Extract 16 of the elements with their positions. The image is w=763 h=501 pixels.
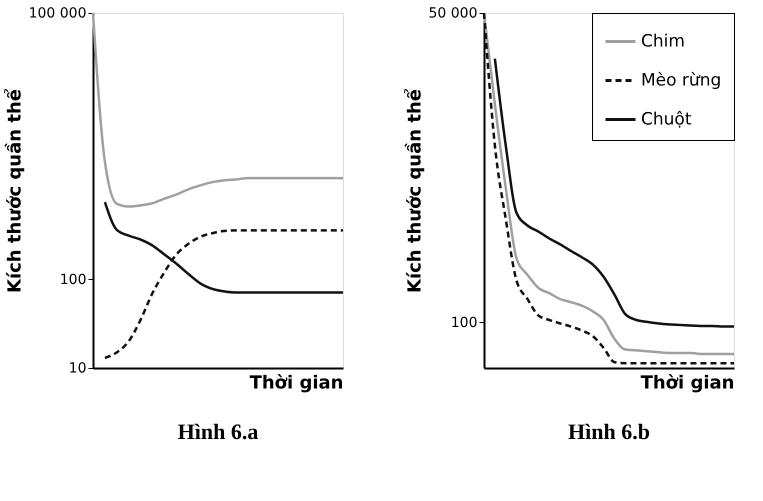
line-series — [92, 12, 344, 208]
y-tick-label: 100 000 — [28, 6, 86, 22]
x-axis-title: Thời gian — [250, 372, 344, 394]
y-tick-label: 100 — [60, 272, 86, 288]
legend-label: Chim — [641, 32, 685, 52]
y-tick-label: 50 000 — [428, 6, 478, 22]
y-axis-title: Kích thước quần thể — [4, 88, 26, 293]
line-series — [494, 57, 736, 328]
legend-label: Chuột — [641, 110, 692, 130]
y-axis-title: Kích thước quần thể — [404, 88, 426, 293]
text: Hình 6.b — [568, 419, 650, 444]
legend-label: Mèo rừng — [641, 70, 722, 90]
x-axis-title: Thời gian — [640, 372, 734, 394]
text: Hình 6.a — [178, 419, 258, 444]
y-tick-label: 100 — [450, 314, 478, 331]
y-tick-label: 10 — [68, 360, 86, 376]
